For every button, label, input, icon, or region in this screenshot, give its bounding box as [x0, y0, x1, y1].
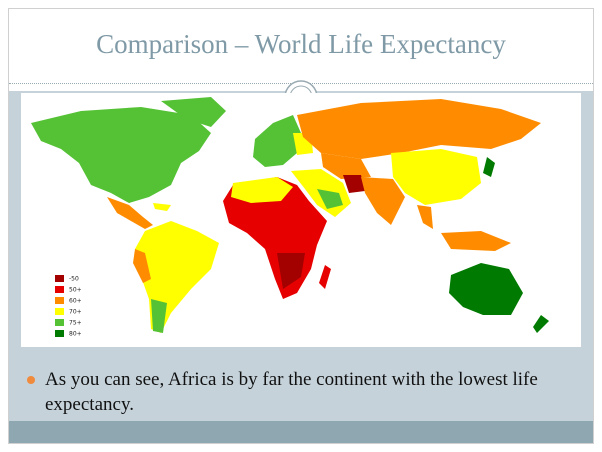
slide-title: Comparison – World Life Expectancy [96, 29, 506, 59]
bullet-item: As you can see, Africa is by far the con… [27, 367, 587, 417]
legend-swatch [55, 297, 64, 304]
world-map: -50 50+ 60+ 70+ 75+ 80+ [21, 93, 581, 347]
legend-swatch [55, 308, 64, 315]
legend-swatch [55, 286, 64, 293]
legend-label: 80+ [69, 331, 82, 338]
legend-label: -50 [69, 276, 79, 283]
legend-label: 75+ [69, 320, 82, 327]
bullet-marker [27, 376, 35, 384]
slide: Comparison – World Life Expectancy [8, 8, 594, 444]
bullet-text: As you can see, Africa is by far the con… [45, 369, 538, 415]
legend-swatch [55, 319, 64, 326]
legend-label: 70+ [69, 309, 82, 316]
legend-label: 50+ [69, 287, 82, 294]
legend-swatch [55, 275, 64, 282]
legend-swatch [55, 330, 64, 337]
footer-band [9, 421, 593, 443]
legend-label: 60+ [69, 298, 82, 305]
